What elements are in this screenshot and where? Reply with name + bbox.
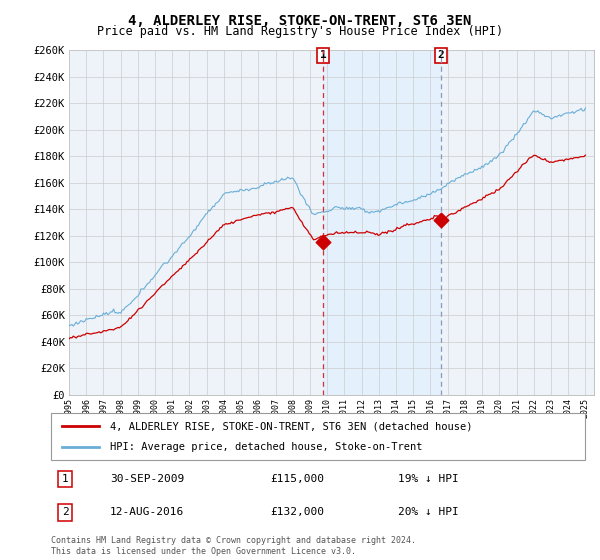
Point (436, 216, 446, 225)
Text: 12-AUG-2016: 12-AUG-2016 (110, 507, 184, 517)
Text: 2: 2 (62, 507, 68, 517)
Text: Contains HM Land Registry data © Crown copyright and database right 2024.
This d: Contains HM Land Registry data © Crown c… (51, 536, 416, 556)
FancyBboxPatch shape (51, 413, 585, 460)
Text: 4, ALDERLEY RISE, STOKE-ON-TRENT, ST6 3EN (detached house): 4, ALDERLEY RISE, STOKE-ON-TRENT, ST6 3E… (110, 421, 472, 431)
Bar (323, 50, 441, 395)
Text: 2: 2 (438, 50, 445, 60)
Text: 1: 1 (62, 474, 68, 484)
Text: Price paid vs. HM Land Registry's House Price Index (HPI): Price paid vs. HM Land Registry's House … (97, 25, 503, 38)
Text: 30-SEP-2009: 30-SEP-2009 (110, 474, 184, 484)
Text: 20% ↓ HPI: 20% ↓ HPI (398, 507, 459, 517)
Text: 4, ALDERLEY RISE, STOKE-ON-TRENT, ST6 3EN: 4, ALDERLEY RISE, STOKE-ON-TRENT, ST6 3E… (128, 14, 472, 28)
Text: £132,000: £132,000 (270, 507, 324, 517)
Text: £115,000: £115,000 (270, 474, 324, 484)
Text: 1: 1 (320, 50, 326, 60)
Text: HPI: Average price, detached house, Stoke-on-Trent: HPI: Average price, detached house, Stok… (110, 442, 422, 452)
Text: 19% ↓ HPI: 19% ↓ HPI (398, 474, 459, 484)
Point (318, 238, 328, 247)
